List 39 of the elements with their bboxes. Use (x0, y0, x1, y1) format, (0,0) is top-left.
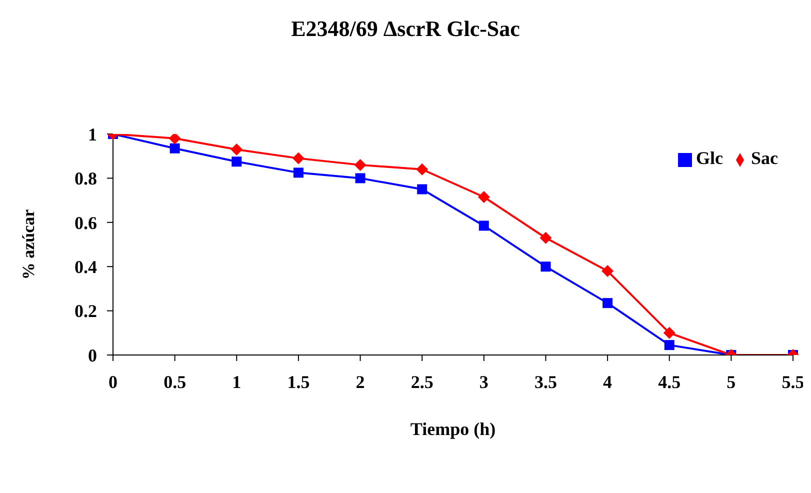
x-axis-title: Tiempo (h) (410, 419, 496, 439)
point (170, 143, 180, 154)
y-tick-label: 0.4 (74, 256, 97, 277)
x-tick-label: 0.5 (164, 372, 186, 392)
point (354, 158, 366, 171)
point (416, 163, 428, 176)
x-tick-label: 3.5 (534, 372, 557, 392)
x-tick-label: 3 (479, 372, 488, 392)
point (168, 134, 181, 144)
x-tick-label: 1.5 (287, 372, 310, 392)
point (540, 232, 552, 244)
legend-label: Glc (696, 148, 723, 168)
y-tick-label: 1 (88, 124, 97, 144)
point (230, 143, 243, 156)
point (232, 156, 242, 167)
chart-title: E2348/69 ΔscrR Glc-Sac (290, 16, 521, 42)
point (602, 265, 614, 278)
point (663, 326, 676, 339)
point (602, 298, 613, 308)
x-tick-label: 2 (356, 372, 365, 392)
y-tick-label: 0 (88, 345, 97, 366)
point (540, 262, 551, 272)
y-tick-label: 0.8 (74, 168, 97, 189)
legend-label: Sac (751, 148, 778, 168)
y-axis-title: % azúcar (19, 208, 38, 280)
y-tick-label: 0.2 (74, 301, 97, 322)
point (478, 220, 489, 231)
point (417, 184, 428, 194)
point (292, 152, 304, 164)
point (478, 190, 490, 203)
point (355, 173, 366, 184)
x-tick-label: 4 (603, 372, 612, 392)
point (293, 168, 304, 178)
x-tick-label: 4.5 (658, 372, 681, 392)
x-tick-label: 2.5 (410, 372, 434, 392)
y-tick-label: 0.6 (74, 212, 97, 233)
x-tick-label: 0 (108, 372, 118, 392)
x-tick-label: 1 (232, 372, 242, 392)
x-tick-label: 5 (726, 372, 736, 392)
